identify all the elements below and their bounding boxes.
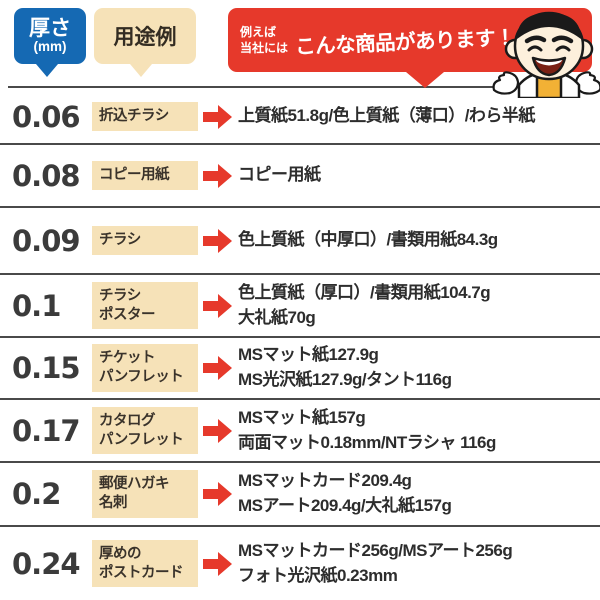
chart-header: 厚さ (mm) 用途例 例えば 当社には こんな商品があります！ [0,0,600,98]
product-text: コピー用紙 [238,165,321,185]
product-text: 上質紙51.8g/色上質紙（薄口）/わら半紙 [238,106,535,126]
thickness-header-title: 厚さ [29,16,71,40]
right-arrow-icon [198,293,238,319]
thickness-table: 0.06 折込チラシ 上質紙51.8g/色上質紙（薄口）/わら半紙 0.08 コ… [0,90,600,600]
thickness-value: 0.24 [12,546,81,581]
right-arrow-icon [198,163,238,189]
right-arrow-icon [198,551,238,577]
header-divider [8,86,592,88]
usage-label: コピー用紙 [92,161,198,190]
usage-label: カタログ パンフレット [92,406,198,455]
thickness-value: 0.08 [12,158,81,193]
usage-label: 折込チラシ [92,102,198,131]
usage-label: チラシ ポスター [92,281,198,330]
thickness-value: 0.06 [12,99,81,134]
promo-prefix: 例えば 当社には [240,24,288,56]
product-text: MSマット紙127.9g MS光沢紙127.9g/タント116g [238,345,452,389]
right-arrow-icon [198,418,238,444]
product-text: MSマットカード209.4g MSアート209.4g/大礼紙157g [238,471,452,515]
thickness-value: 0.15 [12,351,81,385]
table-row: 0.1 チラシ ポスター 色上質紙（厚口）/書類用紙104.7g 大礼紙70g [0,275,600,338]
thickness-value: 0.1 [12,288,61,323]
promo-prefix-line2: 当社には [240,41,289,55]
table-row: 0.24 厚めの ポストカード MSマットカード256g/MSアート256g フ… [0,527,600,600]
table-row: 0.06 折込チラシ 上質紙51.8g/色上質紙（薄口）/わら半紙 [0,90,600,145]
right-arrow-icon [198,228,238,254]
thickness-value: 0.17 [12,413,81,448]
promo-message: こんな商品があります！ [294,26,516,59]
mascot-character-icon [492,11,600,98]
promo-prefix-line1: 例えば [240,24,277,39]
usage-label: チラシ [92,226,198,255]
usage-header-bubble: 用途例 [94,8,196,77]
table-row: 0.15 チケット パンフレット MSマット紙127.9g MS光沢紙127.9… [0,338,600,400]
thickness-value: 0.09 [12,223,81,258]
usage-label: 厚めの ポストカード [92,539,198,588]
product-text: 色上質紙（厚口）/書類用紙104.7g 大礼紙70g [238,282,491,327]
right-arrow-icon [198,355,238,381]
product-text: 色上質紙（中厚口）/書類用紙84.3g [238,230,498,250]
table-row: 0.2 郵便ハガキ 名刺 MSマットカード209.4g MSアート209.4g/… [0,463,600,527]
table-row: 0.09 チラシ 色上質紙（中厚口）/書類用紙84.3g [0,208,600,275]
thickness-header-unit: (mm) [33,38,67,54]
product-text: MSマットカード256g/MSアート256g フォト光沢紙0.23mm [238,540,513,585]
usage-label: 郵便ハガキ 名刺 [92,470,198,518]
usage-label: チケット パンフレット [92,344,198,392]
right-arrow-icon [198,104,238,130]
right-arrow-icon [198,481,238,507]
product-text: MSマット紙157g 両面マット0.18mm/NTラシャ 116g [238,407,496,452]
thickness-value: 0.2 [12,477,61,511]
table-row: 0.08 コピー用紙 コピー用紙 [0,145,600,208]
thickness-header-bubble: 厚さ (mm) [14,8,86,77]
table-row: 0.17 カタログ パンフレット MSマット紙157g 両面マット0.18mm/… [0,400,600,463]
usage-header-label: 用途例 [113,26,177,49]
